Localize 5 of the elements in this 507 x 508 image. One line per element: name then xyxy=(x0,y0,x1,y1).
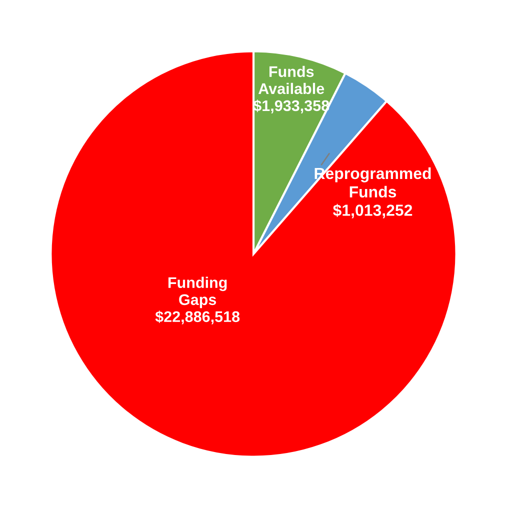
slice-label: Funding Gaps xyxy=(168,276,227,308)
data-label: $22,886,518 xyxy=(155,310,240,324)
data-label: $1,013,252 xyxy=(333,204,412,218)
pie-slice xyxy=(50,50,458,458)
slice-label: Funds Available xyxy=(258,66,324,94)
